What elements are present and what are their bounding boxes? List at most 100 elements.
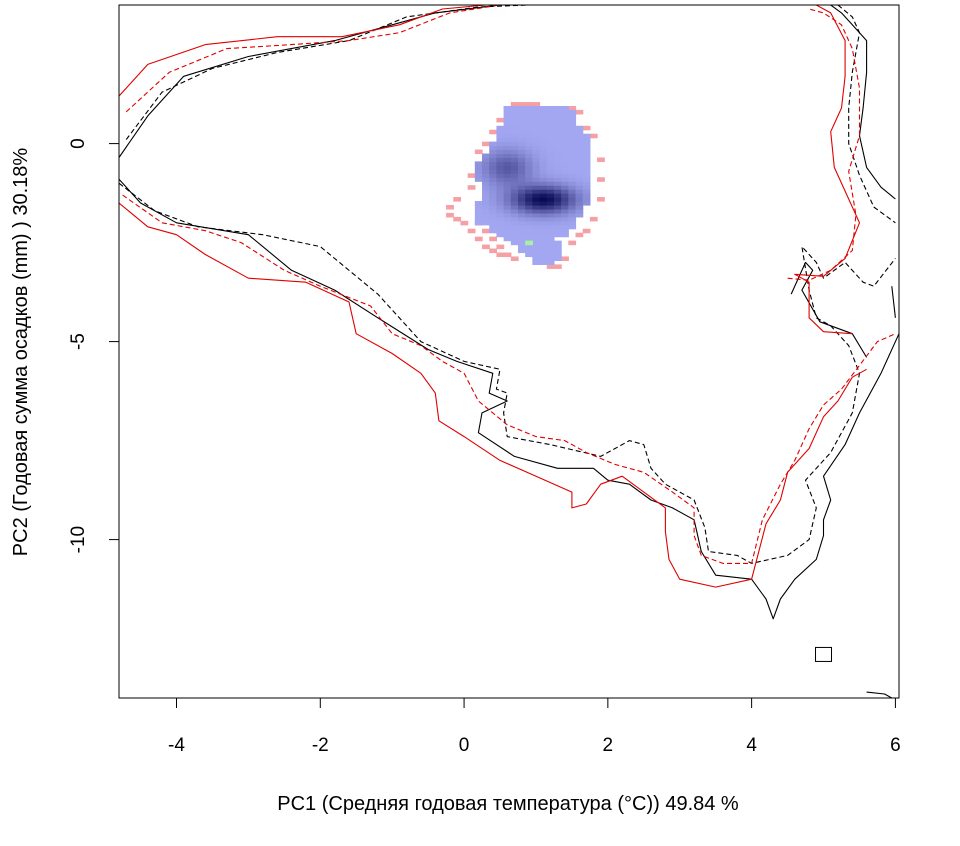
density-cell <box>546 228 555 234</box>
density-cell <box>503 220 512 226</box>
density-cell <box>496 197 505 202</box>
density-cell <box>532 133 541 139</box>
density-cell <box>539 133 548 139</box>
density-cell <box>496 185 505 190</box>
density-cell <box>510 137 519 143</box>
density-cell <box>489 201 498 206</box>
density-cell <box>553 252 562 258</box>
density-cell <box>553 240 562 246</box>
markers <box>815 646 833 662</box>
density-cell <box>539 232 548 238</box>
density-cell <box>532 137 541 143</box>
density-cell <box>546 240 555 246</box>
density-cell <box>546 252 555 258</box>
density-cell <box>532 216 541 222</box>
density-cell <box>546 181 555 186</box>
density-cell <box>517 137 526 143</box>
margin-cell <box>482 141 490 147</box>
density-cell <box>575 189 584 194</box>
density-cell <box>517 197 526 202</box>
density-cell <box>539 220 548 226</box>
density-cell <box>532 169 541 174</box>
density-cell <box>474 169 483 174</box>
density-cell <box>561 212 569 218</box>
density-cell <box>561 169 569 174</box>
density-heatmap <box>446 102 605 269</box>
density-cell <box>582 185 591 190</box>
density-cell <box>517 204 526 210</box>
density-cell <box>539 145 548 151</box>
density-cell <box>568 220 577 226</box>
density-cell <box>532 201 541 206</box>
density-cell <box>532 260 541 265</box>
density-cell <box>510 105 519 111</box>
density-cell <box>510 169 519 174</box>
density-cell <box>582 197 591 202</box>
density-cell <box>582 157 591 163</box>
density-cell <box>553 117 562 123</box>
density-cell <box>510 189 519 194</box>
margin-cell <box>482 244 490 250</box>
density-cell <box>539 177 548 182</box>
density-cell <box>553 157 562 163</box>
density-cell <box>510 125 519 131</box>
density-cell <box>525 208 533 214</box>
margin-cell <box>482 228 490 234</box>
density-cell <box>496 177 505 182</box>
density-cell <box>496 137 505 143</box>
density-cell <box>568 208 577 214</box>
density-cell <box>568 145 577 151</box>
density-cell <box>546 189 555 194</box>
density-cell <box>517 169 526 174</box>
density-cell <box>525 133 533 139</box>
density-cell <box>489 197 498 202</box>
density-cell <box>503 193 512 198</box>
density-cell <box>568 197 577 202</box>
density-cell <box>582 141 591 147</box>
density-cell <box>546 177 555 182</box>
density-cell <box>568 181 577 186</box>
margin-cell <box>597 197 605 202</box>
density-cell <box>517 193 526 198</box>
density-cell <box>561 161 569 166</box>
density-cell <box>546 224 555 230</box>
x-tick-label: -4 <box>168 735 185 756</box>
density-cell <box>532 212 541 218</box>
density-cell <box>561 117 569 123</box>
density-cell <box>561 185 569 190</box>
density-cell <box>546 197 555 202</box>
density-cell <box>532 244 541 250</box>
density-cell <box>539 149 548 155</box>
red-dashed-contour <box>787 8 861 281</box>
density-cell <box>582 177 591 182</box>
density-cell <box>546 236 555 242</box>
density-cell <box>525 145 533 151</box>
density-cell <box>532 125 541 131</box>
margin-cell <box>597 177 605 182</box>
density-cell <box>532 185 541 190</box>
density-cell <box>553 109 562 115</box>
density-cell <box>546 208 555 214</box>
density-cell <box>525 181 533 186</box>
density-cell <box>482 212 490 218</box>
density-cell <box>546 169 555 174</box>
density-cell <box>575 137 584 143</box>
density-cell <box>553 212 562 218</box>
density-cell <box>532 193 541 198</box>
density-cell <box>525 189 533 194</box>
density-cell <box>489 185 498 190</box>
density-cell <box>546 113 555 119</box>
density-cell <box>582 133 591 139</box>
density-cell <box>568 137 577 143</box>
density-cell <box>568 224 577 230</box>
margin-cell <box>496 117 505 123</box>
density-cell <box>517 228 526 234</box>
x-axis-title: PC1 (Средняя годовая температура (°C)) 4… <box>277 793 739 815</box>
density-cell <box>532 129 541 135</box>
density-cell <box>561 193 569 198</box>
margin-cell <box>546 264 555 269</box>
density-cell <box>553 224 562 230</box>
density-cell <box>482 216 490 222</box>
density-cell <box>525 137 533 143</box>
density-cell <box>532 228 541 234</box>
